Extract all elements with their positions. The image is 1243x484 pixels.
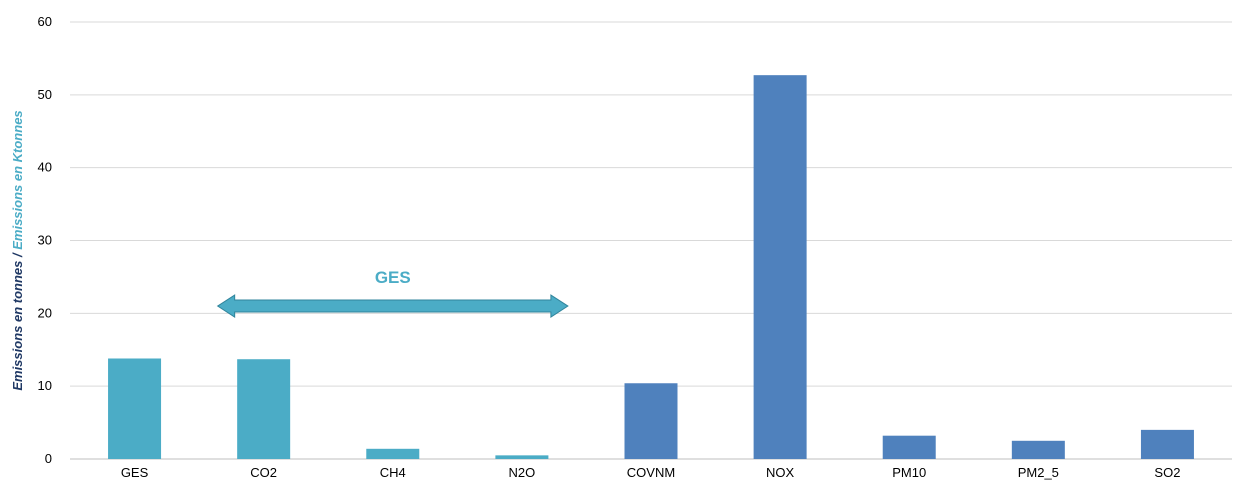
x-tick-ch4: CH4 bbox=[380, 465, 406, 480]
bar-ges bbox=[108, 358, 162, 459]
y-tick-30: 30 bbox=[38, 233, 52, 248]
y-axis-label: Emissions en tonnes / Emissions en Ktonn… bbox=[10, 110, 25, 390]
x-tick-pm2-5: PM2_5 bbox=[1018, 465, 1059, 480]
ges-range-arrow bbox=[216, 294, 569, 318]
ges-annotation: GES bbox=[216, 268, 569, 318]
ges-annotation-label: GES bbox=[375, 268, 411, 287]
bar-covnm bbox=[624, 383, 678, 459]
y-tick-10: 10 bbox=[38, 378, 52, 393]
x-tick-ges: GES bbox=[121, 465, 149, 480]
bar-n2o bbox=[495, 455, 549, 459]
y-axis-label-separator: / bbox=[10, 250, 25, 261]
bars bbox=[108, 75, 1194, 459]
y-tick-0: 0 bbox=[45, 451, 52, 466]
x-tick-nox: NOX bbox=[766, 465, 795, 480]
y-tick-labels: 0 10 20 30 40 50 60 bbox=[38, 14, 52, 466]
y-axis-label-ktonnes: Emissions en Ktonnes bbox=[10, 110, 25, 249]
x-tick-co2: CO2 bbox=[250, 465, 277, 480]
y-tick-50: 50 bbox=[38, 87, 52, 102]
x-tick-pm10: PM10 bbox=[892, 465, 926, 480]
y-axis-label-tonnes: Emissions en tonnes bbox=[10, 261, 25, 391]
bar-pm2-5 bbox=[1011, 440, 1065, 459]
x-tick-labels: GES CO2 CH4 N2O COVNM NOX PM10 PM2_5 SO2 bbox=[121, 465, 1181, 480]
x-tick-n2o: N2O bbox=[509, 465, 536, 480]
bar-ch4 bbox=[366, 448, 420, 459]
bar-nox bbox=[753, 75, 807, 459]
bar-so2 bbox=[1140, 429, 1194, 459]
bar-pm10 bbox=[882, 435, 936, 459]
bar-co2 bbox=[237, 359, 291, 459]
y-tick-40: 40 bbox=[38, 160, 52, 175]
x-tick-so2: SO2 bbox=[1154, 465, 1180, 480]
y-tick-20: 20 bbox=[38, 305, 52, 320]
y-tick-60: 60 bbox=[38, 14, 52, 29]
x-tick-covnm: COVNM bbox=[627, 465, 675, 480]
